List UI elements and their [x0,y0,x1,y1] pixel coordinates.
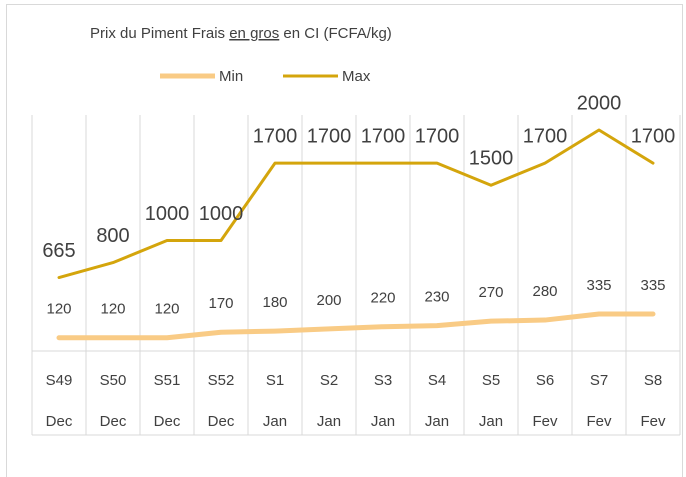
data-label: 665 [42,240,75,262]
chart-title: Prix du Piment Frais en gros en CI (FCFA… [90,25,392,42]
legend-label: Max [342,68,371,85]
x-tick-label: S2 [320,372,338,389]
x-tick-label: S8 [644,372,662,389]
data-label: 1700 [307,125,352,147]
title-part: en CI (FCFA/kg) [279,25,392,42]
data-label: 230 [424,289,449,306]
data-label: 1000 [145,203,190,225]
x-group-label: Fev [640,413,666,430]
data-label: 800 [96,225,129,247]
data-label: 2000 [577,92,622,114]
x-tick-label: S5 [482,372,500,389]
data-label: 280 [532,283,557,300]
data-label: 1500 [469,148,514,170]
x-tick-label: S49 [46,372,73,389]
data-label: 1700 [415,125,460,147]
x-tick-label: S51 [154,372,181,389]
series-line [57,128,655,280]
x-tick-label: S1 [266,372,284,389]
x-tick-label: S6 [536,372,554,389]
data-label: 1700 [361,125,406,147]
data-label: 120 [154,301,179,318]
title-part: Prix du Piment Frais [90,25,229,42]
x-group-label: Fev [586,413,612,430]
x-group-label: Jan [479,413,503,430]
title-part: en gros [229,25,279,42]
data-label: 335 [640,277,665,294]
data-label: 335 [586,277,611,294]
series-line [56,311,656,341]
x-tick-label: S7 [590,372,608,389]
x-group-label: Jan [371,413,395,430]
data-label: 120 [100,301,125,318]
legend-label: Min [219,68,243,85]
data-label: 1700 [523,125,568,147]
x-group-label: Jan [425,413,449,430]
x-group-label: Jan [263,413,287,430]
x-group-label: Jan [317,413,341,430]
data-label: 220 [370,290,395,307]
data-label: 1700 [631,125,676,147]
x-tick-label: S50 [100,372,127,389]
x-group-label: Dec [208,413,235,430]
data-label: 120 [46,301,71,318]
data-label: 1700 [253,125,298,147]
data-label: 200 [316,292,341,309]
x-group-label: Fev [532,413,558,430]
x-group-label: Dec [100,413,127,430]
x-tick-label: S3 [374,372,392,389]
x-tick-label: S4 [428,372,446,389]
data-label: 270 [478,284,503,301]
data-label: 170 [208,295,233,312]
x-tick-label: S52 [208,372,235,389]
data-label: 180 [262,294,287,311]
chart-border [6,4,683,477]
data-label: 1000 [199,203,244,225]
x-group-label: Dec [154,413,181,430]
x-group-label: Dec [46,413,73,430]
